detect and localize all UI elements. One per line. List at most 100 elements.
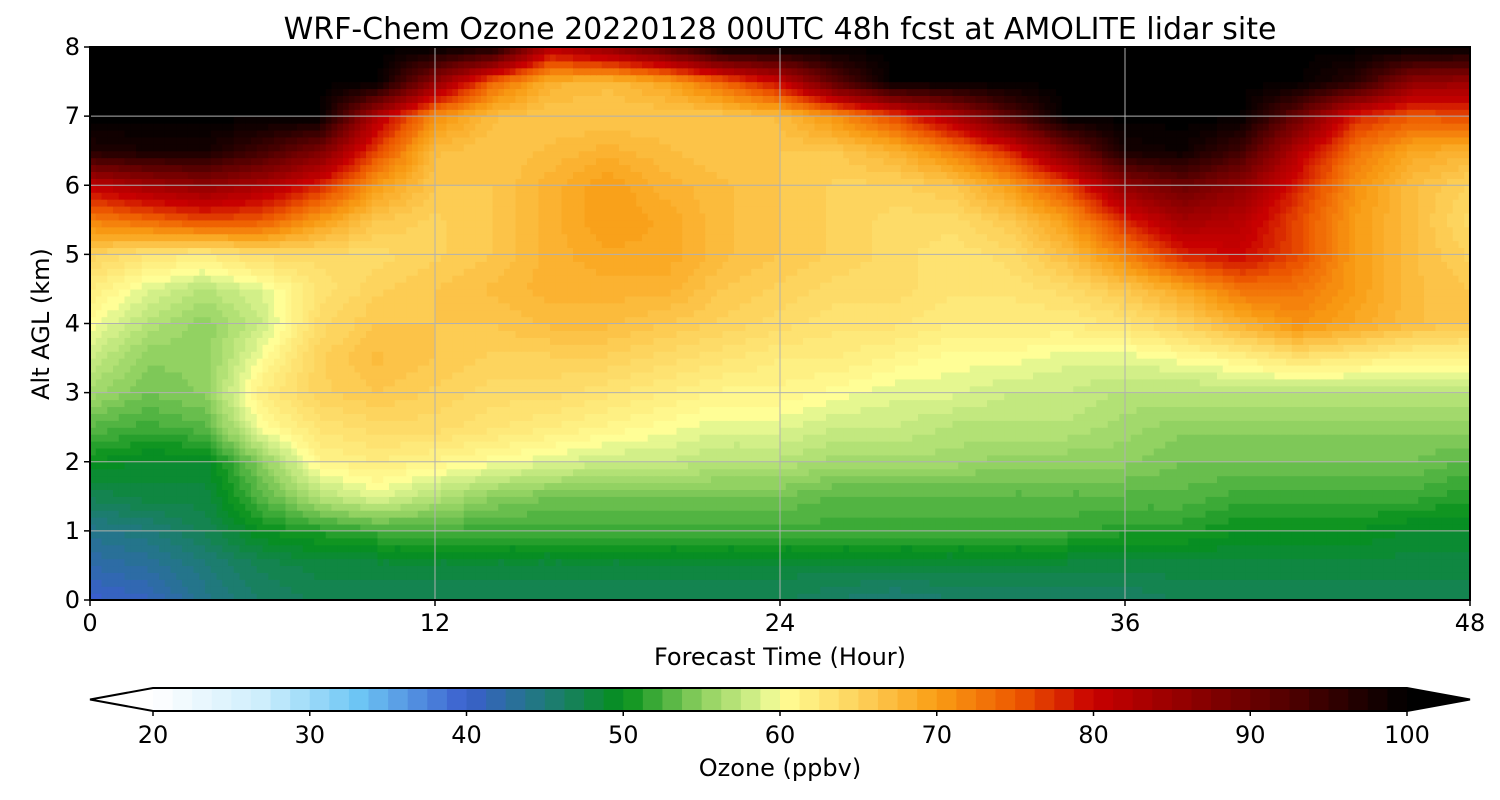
heatmap-cell	[257, 524, 263, 532]
heatmap-cell	[1079, 510, 1085, 518]
heatmap-cell	[516, 565, 522, 573]
heatmap-cell	[527, 496, 533, 504]
heatmap-cell	[1148, 559, 1154, 567]
heatmap-cell	[1050, 462, 1056, 470]
heatmap-cell	[723, 496, 729, 504]
heatmap-cell	[935, 565, 941, 573]
heatmap-cell	[464, 531, 470, 539]
heatmap-cell	[194, 538, 200, 546]
heatmap-cell	[1217, 455, 1223, 463]
heatmap-cell	[1275, 503, 1281, 511]
heatmap-cell	[1211, 496, 1217, 504]
heatmap-cell	[228, 476, 234, 484]
heatmap-cell	[746, 476, 752, 484]
heatmap-cell	[740, 482, 746, 490]
heatmap-cell	[395, 496, 401, 504]
heatmap-cell	[125, 455, 131, 463]
heatmap-cell	[677, 503, 683, 511]
heatmap-cell	[562, 455, 568, 463]
heatmap-cell	[642, 503, 648, 511]
heatmap-cell	[1280, 496, 1286, 504]
heatmap-cell	[792, 565, 798, 573]
heatmap-cell	[516, 559, 522, 567]
heatmap-cell	[797, 482, 803, 490]
heatmap-cell	[659, 538, 665, 546]
heatmap-cell	[763, 482, 769, 490]
heatmap-cell	[452, 538, 458, 546]
heatmap-cell	[205, 510, 211, 518]
heatmap-cell	[1085, 503, 1091, 511]
heatmap-cell	[1177, 572, 1183, 580]
heatmap-cell	[1384, 559, 1390, 567]
heatmap-cell	[993, 496, 999, 504]
heatmap-cell	[999, 565, 1005, 573]
heatmap-cell	[619, 503, 625, 511]
heatmap-cell	[1223, 489, 1229, 497]
heatmap-cell	[314, 462, 320, 470]
heatmap-cell	[1436, 482, 1442, 490]
heatmap-cell	[958, 559, 964, 567]
heatmap-cell	[608, 517, 614, 525]
heatmap-cell	[1171, 579, 1177, 587]
heatmap-cell	[636, 572, 642, 580]
heatmap-cell	[165, 496, 171, 504]
heatmap-cell	[780, 517, 786, 525]
heatmap-cell	[993, 482, 999, 490]
heatmap-cell	[1154, 545, 1160, 553]
heatmap-cell	[487, 545, 493, 553]
heatmap-cell	[717, 538, 723, 546]
heatmap-cell	[567, 503, 573, 511]
heatmap-cell	[274, 579, 280, 587]
heatmap-cell	[1390, 565, 1396, 573]
heatmap-cell	[918, 482, 924, 490]
heatmap-cell	[826, 455, 832, 463]
heatmap-cell	[878, 503, 884, 511]
heatmap-cell	[665, 545, 671, 553]
heatmap-cell	[1292, 552, 1298, 560]
heatmap-cell	[303, 552, 309, 560]
heatmap-cell	[481, 538, 487, 546]
heatmap-cell	[1378, 559, 1384, 567]
heatmap-cell	[694, 510, 700, 518]
heatmap-cell	[1459, 572, 1465, 580]
heatmap-cell	[1131, 469, 1137, 477]
heatmap-cell	[688, 503, 694, 511]
heatmap-cell	[803, 469, 809, 477]
heatmap-cell	[464, 503, 470, 511]
heatmap-cell	[96, 586, 102, 594]
heatmap-cell	[1223, 517, 1229, 525]
heatmap-cell	[401, 524, 407, 532]
heatmap-cell	[1108, 455, 1114, 463]
heatmap-cell	[636, 579, 642, 587]
heatmap-cell	[803, 496, 809, 504]
heatmap-cell	[349, 572, 355, 580]
heatmap-cell	[613, 517, 619, 525]
heatmap-cell	[475, 586, 481, 594]
heatmap-cell	[763, 572, 769, 580]
heatmap-cell	[1033, 482, 1039, 490]
heatmap-cell	[234, 531, 240, 539]
heatmap-cell	[1188, 579, 1194, 587]
heatmap-cell	[826, 545, 832, 553]
heatmap-cell	[360, 496, 366, 504]
heatmap-cell	[148, 559, 154, 567]
heatmap-cell	[366, 552, 372, 560]
heatmap-cell	[613, 579, 619, 587]
heatmap-cell	[717, 524, 723, 532]
heatmap-cell	[1131, 496, 1137, 504]
heatmap-cell	[769, 469, 775, 477]
heatmap-cell	[1217, 531, 1223, 539]
heatmap-cell	[556, 586, 562, 594]
heatmap-cell	[481, 503, 487, 511]
heatmap-cell	[1424, 559, 1430, 567]
heatmap-cell	[332, 489, 338, 497]
heatmap-cell	[999, 469, 1005, 477]
heatmap-cell	[332, 586, 338, 594]
heatmap-cell	[171, 489, 177, 497]
heatmap-cell	[1309, 476, 1315, 484]
heatmap-cell	[884, 552, 890, 560]
heatmap-cell	[1165, 503, 1171, 511]
heatmap-cell	[498, 586, 504, 594]
heatmap-cell	[1131, 565, 1137, 573]
heatmap-cell	[1229, 476, 1235, 484]
